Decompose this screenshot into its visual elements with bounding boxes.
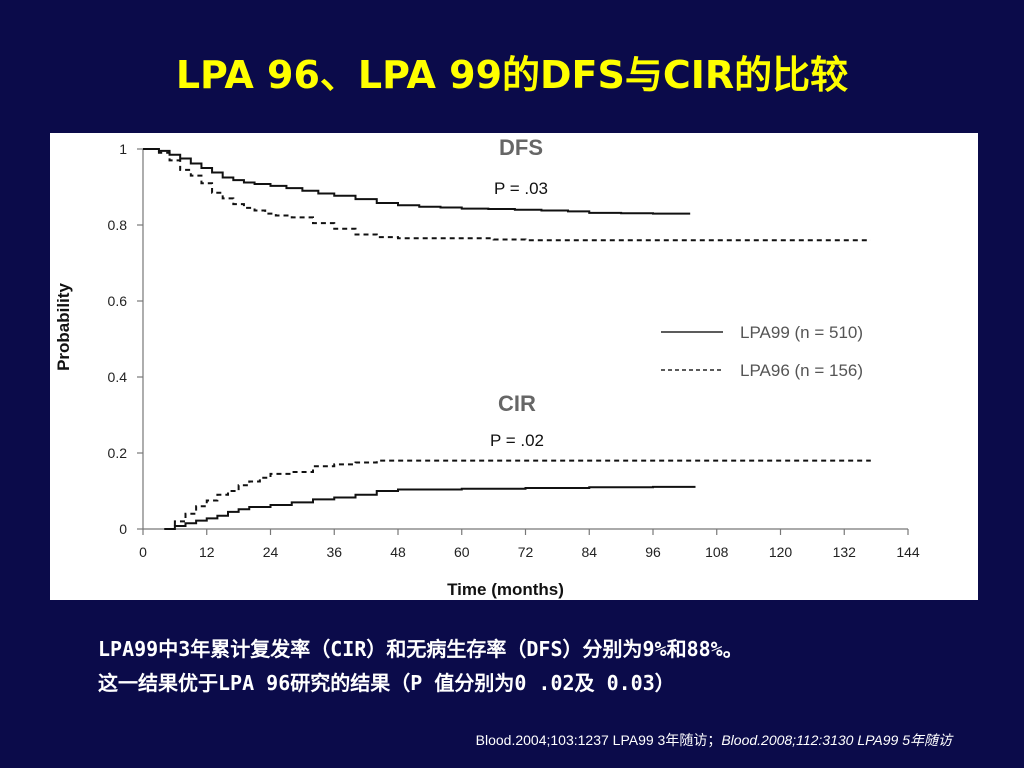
y-axis-title: Probability xyxy=(54,283,73,371)
kaplan-meier-chart: 0 0.2 0.4 0.6 0.8 1 0 12 24 36 48 60 72 84 96 108 120 132… xyxy=(54,135,920,599)
y-tick-label: 0.8 xyxy=(108,217,128,233)
panel-label-cir: CIR xyxy=(498,391,536,416)
x-tick-label: 108 xyxy=(705,544,729,560)
x-tick-label: 132 xyxy=(833,544,857,560)
series-cir-lpa99 xyxy=(164,485,696,530)
x-tick-label: 36 xyxy=(326,544,342,560)
p-value-dfs: P = .03 xyxy=(494,179,548,198)
citation-part-2: Blood.2008;112:3130 LPA99 5年随访 xyxy=(721,732,952,748)
x-tick-label: 12 xyxy=(199,544,215,560)
p-value-cir: P = .02 xyxy=(490,431,544,450)
x-tick-label: 24 xyxy=(263,544,279,560)
y-tick-label: 0 xyxy=(119,521,127,537)
legend-label-lpa99: LPA99 (n = 510) xyxy=(740,323,863,342)
citation-part-1: Blood.2004;103:1237 LPA99 3年随访； xyxy=(475,732,722,748)
y-tick-label: 1 xyxy=(119,141,127,157)
x-tick-label: 84 xyxy=(581,544,597,560)
series-dfs-lpa96 xyxy=(143,148,871,242)
y-tick-label: 0.6 xyxy=(108,293,128,309)
legend-label-lpa96: LPA96 (n = 156) xyxy=(740,361,863,380)
caption: LPA99中3年累计复发率（CIR）和无病生存率（DFS）分别为9%和88%。 … xyxy=(98,632,998,700)
y-tick-label: 0.4 xyxy=(108,369,128,385)
x-axis-title: Time (months) xyxy=(447,580,564,599)
x-tick-label: 120 xyxy=(769,544,793,560)
citation: Blood.2004;103:1237 LPA99 3年随访；Blood.200… xyxy=(476,730,952,750)
x-tick-label: 60 xyxy=(454,544,470,560)
slide-title: LPA 96、LPA 99的DFS与CIR的比较 xyxy=(175,53,849,97)
x-tick-label: 144 xyxy=(896,544,920,560)
x-tick-label: 48 xyxy=(390,544,406,560)
x-tick-label: 72 xyxy=(518,544,534,560)
caption-line-2: 这一结果优于LPA 96研究的结果（P 值分别为0 .02及 0.03） xyxy=(98,671,675,695)
y-tick-label: 0.2 xyxy=(108,445,128,461)
x-tick-label: 0 xyxy=(139,544,147,560)
caption-line-1: LPA99中3年累计复发率（CIR）和无病生存率（DFS）分别为9%和88%。 xyxy=(98,637,743,661)
panel-label-dfs: DFS xyxy=(499,135,543,160)
chart-panel: 0 0.2 0.4 0.6 0.8 1 0 12 24 36 48 60 72 84 96 108 120 132… xyxy=(50,133,978,600)
series-cir-lpa96 xyxy=(169,459,871,530)
x-tick-label: 96 xyxy=(645,544,661,560)
series-dfs-lpa99 xyxy=(143,148,691,215)
